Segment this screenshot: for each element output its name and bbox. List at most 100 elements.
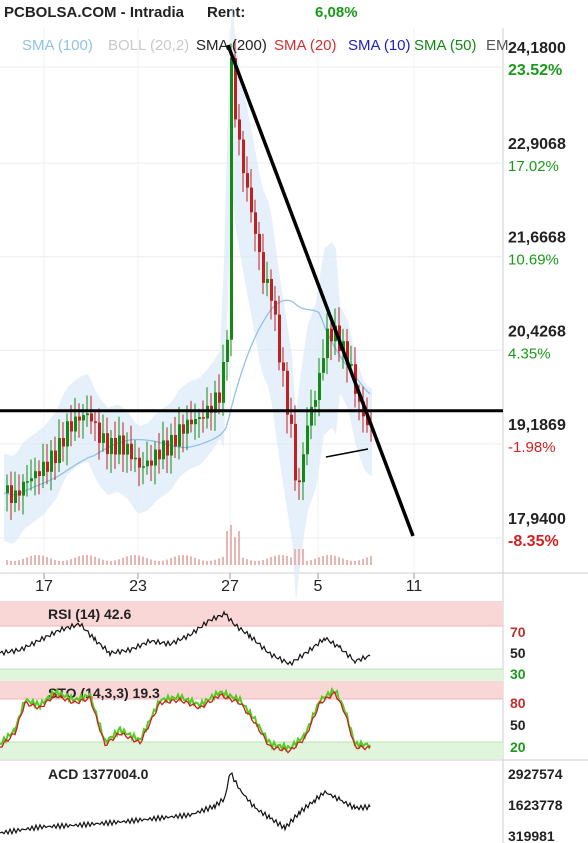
volume-bar	[26, 557, 28, 565]
time-tick-label: 5	[314, 578, 323, 595]
acd-level-mid: 1623778	[508, 797, 563, 813]
candle-body	[306, 425, 309, 455]
acd-panel: ACD 1377004.0 2927574 1623778 319981	[0, 766, 563, 843]
candle-body	[14, 490, 17, 503]
volume-bar	[174, 556, 176, 565]
volume-bar	[286, 555, 288, 565]
candle-body	[10, 485, 13, 503]
volume-bar	[190, 556, 192, 565]
volume-bar	[326, 555, 328, 565]
volume-bar	[366, 557, 368, 565]
volume-bar	[110, 560, 112, 565]
volume-bar	[122, 557, 124, 565]
candle-body	[50, 450, 53, 472]
candle-body	[114, 437, 117, 455]
candle-body	[82, 415, 85, 421]
candle-body	[342, 341, 345, 352]
candle-body	[314, 400, 317, 407]
volume-bar	[78, 556, 80, 565]
legend-item: SMA (20)	[274, 37, 337, 54]
candle-body	[242, 139, 245, 174]
candle-body	[298, 480, 301, 483]
candle-body	[346, 341, 349, 365]
volume-bar	[222, 556, 224, 565]
volume-bar	[102, 559, 104, 565]
trend-line	[226, 44, 415, 537]
candle-body	[178, 424, 181, 447]
volume-bar	[50, 558, 52, 565]
candle-body	[162, 440, 165, 460]
candle-body	[86, 413, 89, 416]
volume-bar	[134, 555, 136, 565]
volume-bar	[146, 558, 148, 565]
candle-body	[30, 478, 33, 482]
legend-item: SMA (200)	[196, 37, 267, 54]
candle-body	[218, 392, 221, 403]
legend-item: SMA (10)	[348, 37, 411, 54]
rent-label: Rent:	[207, 4, 245, 21]
volume-bar	[290, 557, 292, 565]
sto-d-line	[0, 691, 371, 754]
volume-bar	[350, 560, 352, 565]
candle-body	[202, 417, 205, 419]
volume-bar	[126, 556, 128, 565]
price-tick-label: 17,9400	[508, 511, 566, 528]
volume-bar	[170, 558, 172, 565]
price-tick-label: 19,1869	[508, 417, 566, 434]
candle-body	[118, 435, 121, 455]
price-tick-pct: -1.98%	[508, 439, 556, 456]
volume-bar	[142, 556, 144, 565]
volume-bar	[298, 549, 300, 565]
volume-bar	[322, 555, 324, 565]
volume-bar	[230, 525, 232, 565]
volume-bar	[10, 560, 12, 565]
candle-body	[98, 422, 101, 443]
volume-bar	[254, 560, 256, 565]
candle-body	[250, 187, 253, 213]
volume-bar	[242, 557, 244, 565]
candle-body	[294, 423, 297, 481]
volume-bar	[154, 560, 156, 565]
acd-level-low: 319981	[508, 828, 555, 843]
candle-body	[254, 212, 257, 234]
candle-body	[350, 364, 353, 366]
volume-bar	[362, 559, 364, 565]
volume-bar	[342, 558, 344, 565]
volume-bar	[246, 559, 248, 565]
candle-body	[62, 438, 65, 447]
candle-body	[330, 328, 333, 342]
time-tick-label: 17	[35, 578, 53, 595]
candle-body	[198, 417, 201, 419]
volume-bar	[90, 555, 92, 565]
volume-bar	[358, 560, 360, 565]
candle-body	[170, 435, 173, 456]
volume-bar	[18, 560, 20, 565]
volume-bar	[58, 560, 60, 565]
volume-bar	[214, 559, 216, 565]
candlesticks	[6, 39, 373, 521]
volume-bar	[274, 555, 276, 565]
volume-bar	[62, 560, 64, 565]
volume-bar	[258, 560, 260, 565]
candle-body	[102, 433, 105, 443]
candle-body	[274, 300, 277, 315]
volume-bar	[162, 560, 164, 565]
volume-bar	[114, 560, 116, 565]
candle-body	[286, 370, 289, 415]
volume-bar	[106, 560, 108, 565]
candle-body	[110, 437, 113, 455]
volume-bar	[34, 555, 36, 565]
candle-body	[130, 443, 133, 460]
volume-bar	[178, 555, 180, 565]
candle-body	[270, 278, 273, 301]
sto-level-20: 20	[510, 739, 526, 755]
volume-bar	[250, 560, 252, 565]
candle-body	[214, 392, 217, 413]
volume-bar	[202, 560, 204, 565]
candle-body	[190, 419, 193, 425]
sto-level-50: 50	[510, 717, 526, 733]
sto-level-80: 80	[510, 695, 526, 711]
candle-body	[46, 461, 49, 472]
volume-bar	[338, 557, 340, 565]
candle-body	[302, 454, 305, 483]
